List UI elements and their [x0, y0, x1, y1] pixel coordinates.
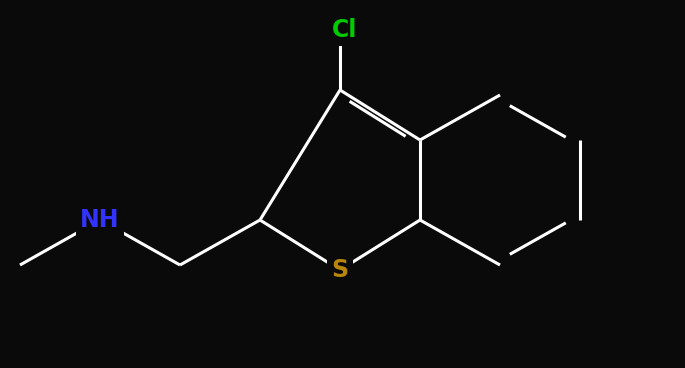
Text: NH: NH	[80, 208, 120, 232]
Text: Cl: Cl	[332, 18, 358, 42]
Text: S: S	[332, 258, 349, 282]
